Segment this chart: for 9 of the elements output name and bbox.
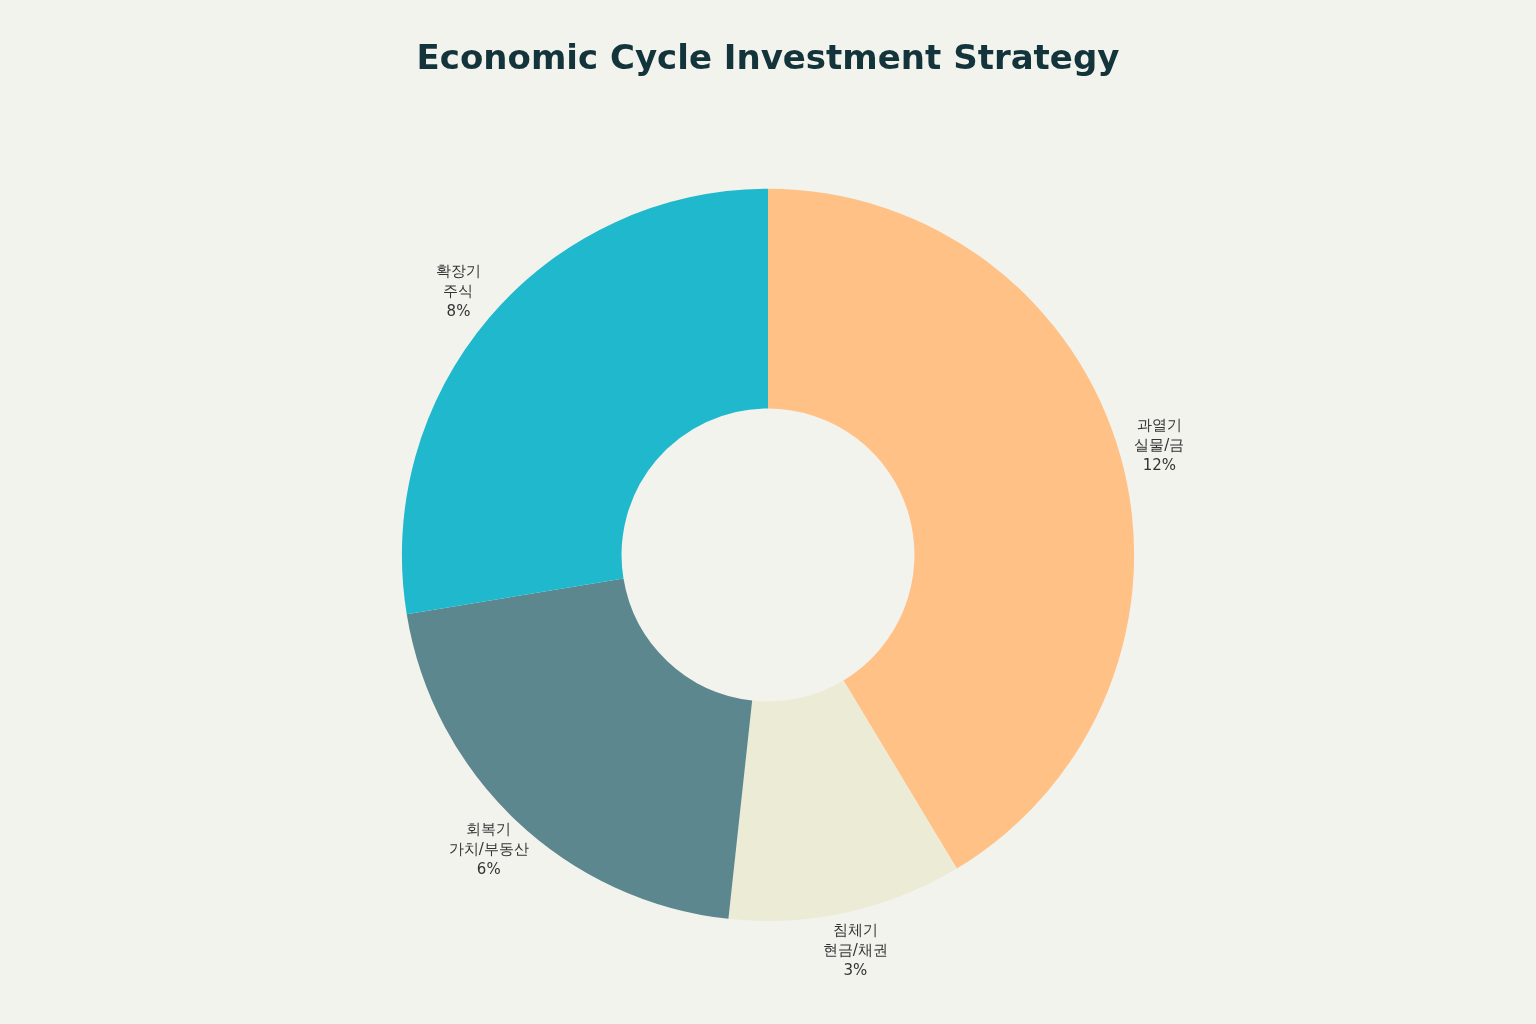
data-label: 8% bbox=[446, 301, 471, 320]
data-label: 3% bbox=[843, 961, 868, 980]
data-label: 6% bbox=[476, 859, 501, 878]
data-label: 12% bbox=[1142, 456, 1176, 475]
chart-title: Economic Cycle Investment Strategy bbox=[416, 37, 1120, 78]
slice-label: 침체기 현금/채권 bbox=[822, 921, 888, 960]
slice-label: 확장기 주식 bbox=[435, 261, 481, 300]
slice-label: 과열기 실물/금 bbox=[1134, 416, 1185, 455]
slice-label: 회복기 가치/부동산 bbox=[448, 819, 529, 858]
